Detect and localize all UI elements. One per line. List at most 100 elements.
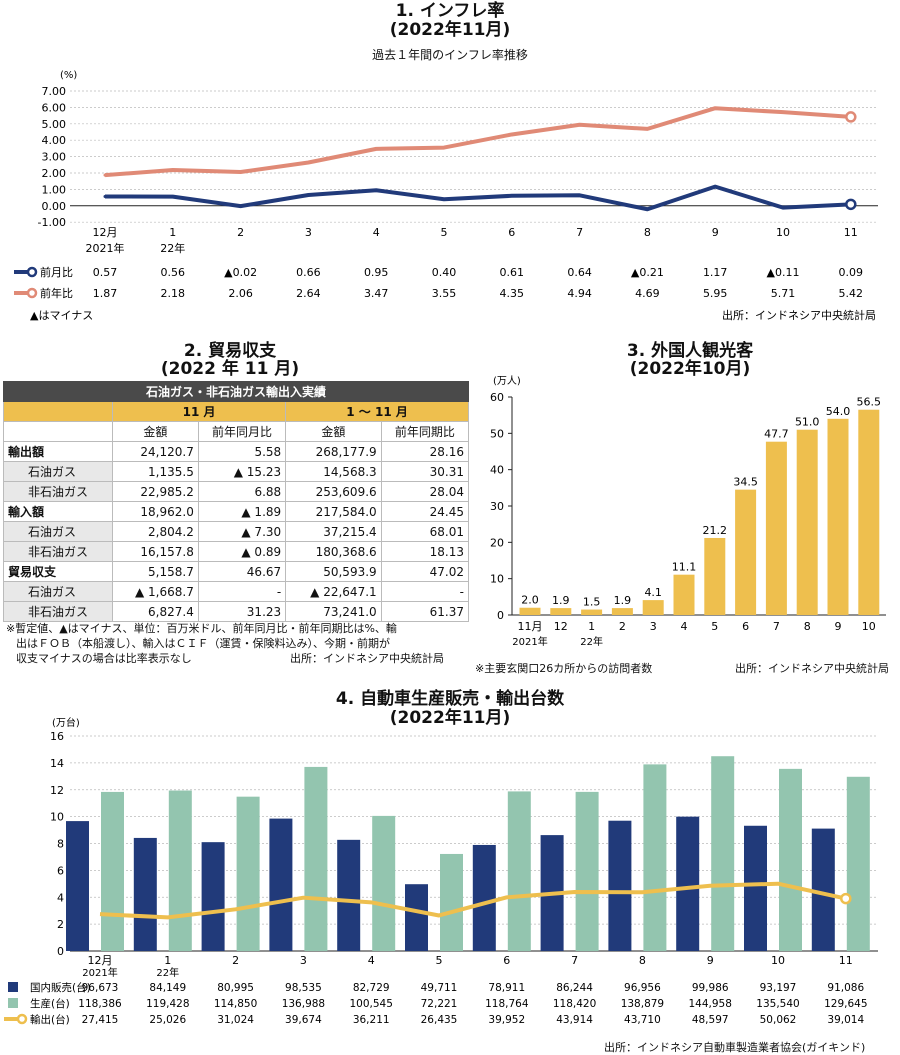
bar-production [507, 791, 531, 951]
x-tick-label: 1 [588, 620, 595, 633]
data-value-label: 144,958 [688, 998, 731, 1010]
data-point [103, 173, 107, 177]
y-tick-label: 2.00 [42, 167, 67, 180]
data-value-label: 4.35 [500, 287, 525, 300]
trade-cell: 217,584.0 [285, 501, 382, 522]
bar [550, 608, 572, 615]
trade-cell: 24.45 [380, 501, 470, 522]
legend-label: 輸出(台) [30, 1013, 70, 1026]
trade-cell: 18.13 [380, 541, 470, 562]
trade-cell: - [380, 581, 470, 602]
x-tick-label: 10 [771, 954, 785, 967]
bar [827, 418, 849, 615]
bar-value-label: 47.7 [764, 428, 789, 441]
trade-row: 非石油ガス 22,985.2 6.88 253,609.6 28.04 [3, 481, 470, 502]
x-tick-label: 11 [844, 226, 858, 239]
bar-value-label: 1.9 [552, 594, 570, 607]
x-tick-label: 9 [835, 620, 842, 633]
bar [704, 537, 726, 615]
legend-label: 前月比 [40, 265, 73, 279]
x-tick-label: 6 [742, 620, 749, 633]
data-point [578, 193, 582, 197]
data-point [645, 127, 649, 131]
series-line-mom [104, 184, 851, 212]
data-value-label: 82,729 [353, 982, 390, 994]
legend-marker [26, 287, 38, 299]
trade-cell: 47.02 [380, 561, 470, 582]
data-value-label: 135,540 [756, 998, 799, 1010]
x-tick-label: 11月 [518, 620, 543, 633]
trade-row: 貿易収支 5,158.7 46.67 50,593.9 47.02 [3, 561, 470, 582]
trade-col: 前年同期比 [380, 421, 470, 442]
trade-row: 石油ガス 2,804.2 ▲ 7.30 37,215.4 68.01 [3, 521, 470, 542]
trade-row: 非石油ガス 16,157.8 ▲ 0.89 180,368.6 18.13 [3, 541, 470, 562]
x-tick-label: 8 [639, 954, 646, 967]
x-year-label: 22年 [156, 966, 179, 979]
x-tick-label: 9 [712, 226, 719, 239]
data-point [374, 188, 378, 192]
trade-cell: 73,241.0 [285, 601, 382, 622]
x-tick-label: 12月 [88, 954, 113, 967]
trade-cell: 22,985.2 [112, 481, 199, 502]
data-value-label: 0.66 [296, 266, 321, 279]
bar-value-label: 56.5 [857, 396, 882, 409]
trade-header: 石油ガス・非石油ガス輸出入実績 [3, 381, 469, 402]
data-point [306, 161, 310, 165]
data-value-label: 39,674 [285, 1014, 322, 1026]
data-point [510, 132, 514, 136]
trade-cell: ▲ 7.30 [197, 521, 287, 542]
data-value-label: 39,014 [827, 1014, 864, 1026]
bar-production [101, 791, 124, 951]
x-tick-label: 7 [576, 226, 583, 239]
x-tick-label: 10 [776, 226, 790, 239]
data-value-label: 50,062 [760, 1014, 797, 1026]
data-value-label: 98,535 [285, 982, 322, 994]
data-value-label: 0.09 [839, 266, 864, 279]
data-value-label: 27,415 [82, 1014, 119, 1026]
data-point [442, 146, 446, 150]
trade-cell: 5.58 [197, 441, 287, 462]
trade-cell: 18,962.0 [112, 501, 199, 522]
x-tick-label: 3 [650, 620, 657, 633]
y-tick-label: 1.00 [42, 183, 67, 196]
data-value-label: 43,710 [624, 1014, 661, 1026]
bar [673, 574, 695, 615]
x-tick-label: 6 [508, 226, 515, 239]
data-value-label: 39,952 [488, 1014, 525, 1026]
tourist-note: ※主要玄関口26カ所からの訪問者数 [475, 662, 653, 675]
series-line-export [99, 881, 847, 920]
data-value-label: 1.17 [703, 266, 728, 279]
trade-cell: ▲ 1.89 [197, 501, 287, 522]
y-unit-label: (万人) [493, 375, 521, 387]
data-point [781, 206, 785, 210]
trade-cell: 2,804.2 [112, 521, 199, 542]
legend-label: 前年比 [40, 286, 73, 300]
trade-cell: 28.16 [380, 441, 470, 462]
trade-cell: 180,368.6 [285, 541, 382, 562]
bar [858, 409, 880, 615]
y-tick-label: -1.00 [38, 216, 66, 229]
bar-domestic [472, 844, 496, 951]
y-tick-label: 4.00 [42, 134, 67, 147]
trade-row-label: 輸入額 [3, 501, 113, 522]
y-tick-label: 0 [497, 609, 504, 622]
trade-row-label: 石油ガス [3, 461, 113, 482]
bar-value-label: 51.0 [795, 416, 820, 429]
bar-domestic [201, 842, 225, 951]
trade-title: 2. 貿易収支 [183, 341, 277, 361]
bar-value-label: 1.9 [614, 594, 632, 607]
data-value-label: 93,197 [760, 982, 797, 994]
x-year-label: 2021年 [82, 966, 117, 979]
x-tick-label: 6 [503, 954, 510, 967]
data-point [442, 197, 446, 201]
x-tick-label: 7 [571, 954, 578, 967]
data-value-label: 84,149 [149, 982, 186, 994]
tourist-title: 3. 外国人観光客 [626, 341, 754, 361]
data-value-label: 129,645 [824, 998, 867, 1010]
data-point [840, 892, 852, 905]
y-tick-label: 10 [490, 573, 504, 586]
data-point [781, 110, 785, 114]
bar-domestic [744, 825, 767, 951]
data-point [239, 170, 243, 174]
inflation-caption: 過去１年間のインフレ率推移 [372, 48, 528, 62]
